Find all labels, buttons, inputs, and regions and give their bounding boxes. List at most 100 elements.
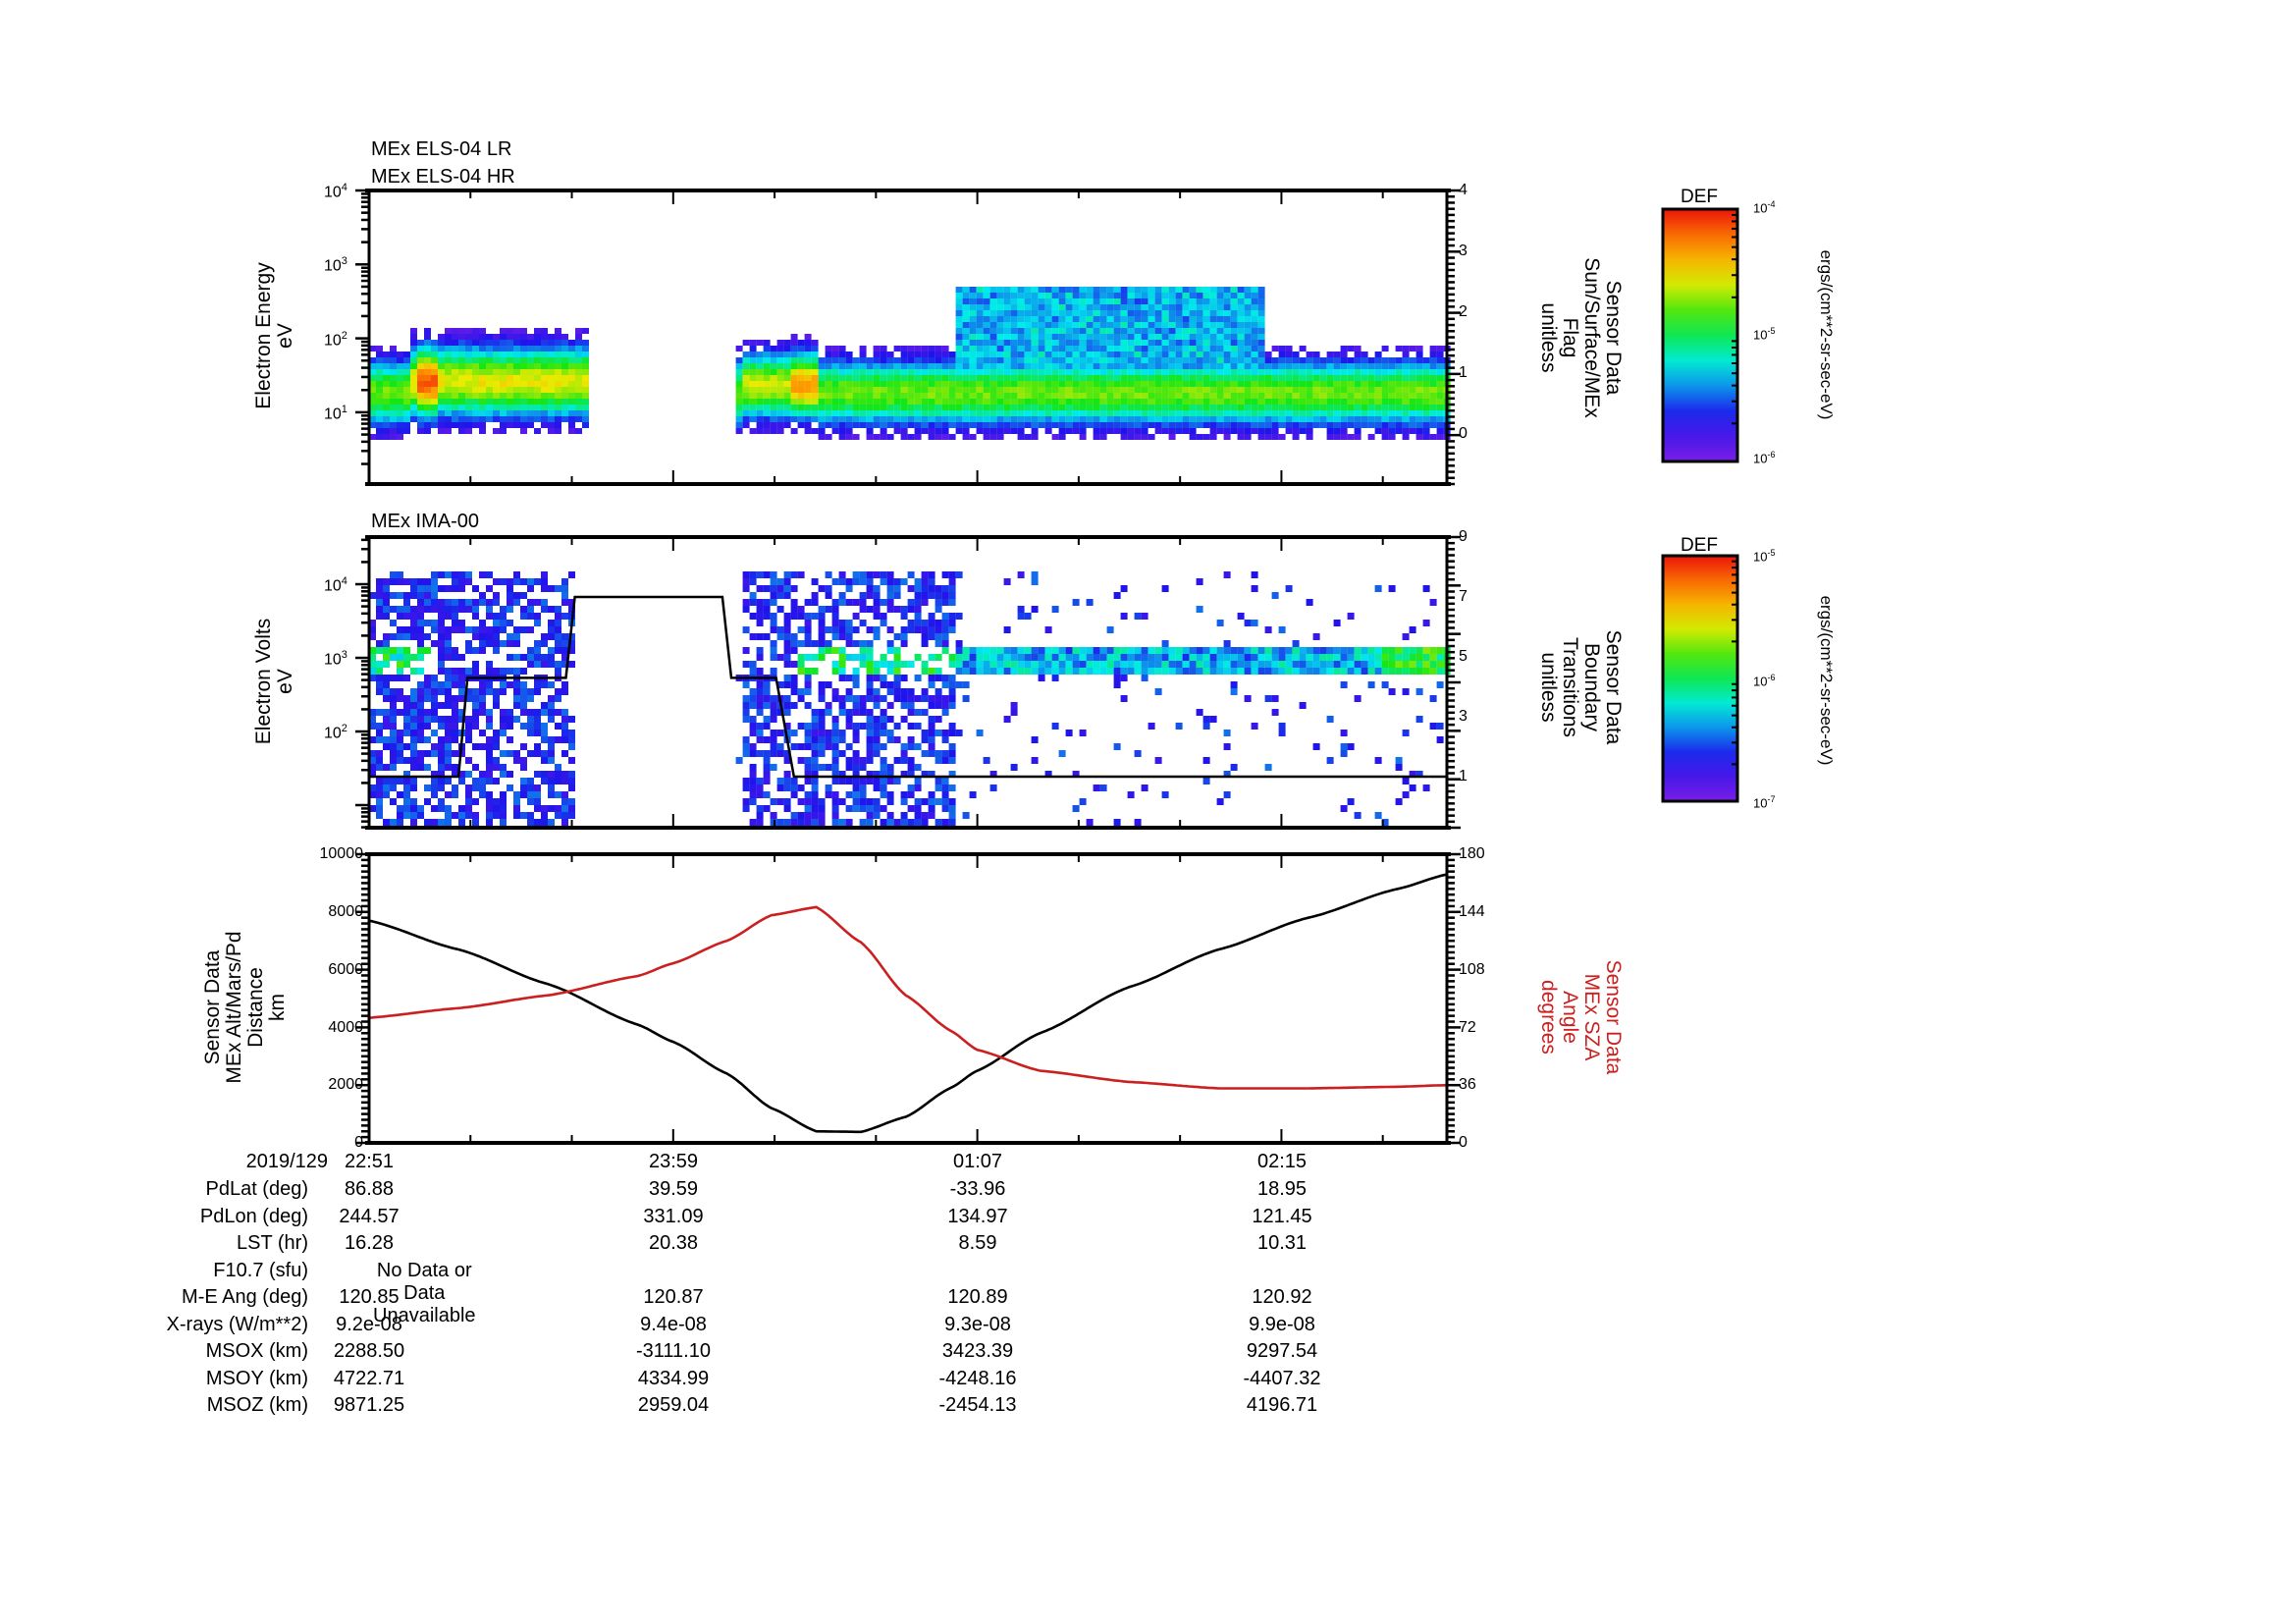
orbit-ytick: 6000: [328, 961, 363, 978]
els-spectrogram: [369, 287, 1451, 440]
ima-y2tick: 5: [1459, 648, 1468, 665]
orbit-y2tick: 180: [1459, 845, 1485, 862]
ephemeris-value: 9.2e-08: [336, 1313, 402, 1335]
ephemeris-value: -4407.32: [1243, 1367, 1321, 1389]
colorbar-ima-tick-bottom: 10-7: [1753, 794, 1776, 811]
ima-y2-axis-label: Sensor Data Boundary Transitions unitles…: [1537, 579, 1625, 795]
boundary-transitions-line: [369, 595, 1447, 779]
ephemeris-value: 2959.04: [637, 1394, 710, 1416]
ephemeris-value: 9.4e-08: [640, 1313, 707, 1335]
ima-y2tick: 1: [1459, 768, 1468, 784]
els-y2tick: 3: [1459, 243, 1468, 259]
ephemeris-row-label: PdLon (deg): [199, 1205, 308, 1227]
ephemeris-value: 3423.39: [941, 1340, 1014, 1362]
ephemeris-value: 18.95: [1256, 1178, 1308, 1200]
els-colorbar: [1661, 207, 1739, 463]
els-ylabel-line2: eV: [274, 323, 296, 349]
ephemeris-value: 2288.50: [333, 1340, 405, 1362]
colorbar-ima-title: DEF: [1681, 535, 1718, 556]
ephemeris-value: 134.97: [947, 1205, 1008, 1227]
ephemeris-value: 8.59: [958, 1232, 997, 1254]
ima-y2label-line2: Boundary: [1580, 643, 1603, 731]
ima-ylabel-line2: eV: [274, 669, 296, 694]
ima-ytick-1e2: 102: [324, 723, 347, 742]
ima-spectrogram: [369, 571, 1451, 826]
els-axes: [355, 189, 1461, 486]
ephemeris-value: 4722.71: [333, 1367, 405, 1389]
ephemeris-row-label: F10.7 (sfu): [213, 1259, 308, 1281]
colorbar-els-tick-mid: 10-5: [1753, 326, 1776, 343]
ephemeris-value: -3111.10: [636, 1340, 711, 1362]
orbit-y2tick: 144: [1459, 903, 1485, 920]
ephemeris-value: 16.28: [344, 1232, 395, 1254]
ephemeris-value: 39.59: [648, 1178, 699, 1200]
time-tick: 02:15: [1256, 1151, 1308, 1172]
ima-y2label-line3: Transitions: [1559, 637, 1581, 737]
ephemeris-row-label: MSOY (km): [205, 1367, 308, 1389]
ephemeris-value: 9.3e-08: [944, 1313, 1011, 1335]
els-ylabel-line1: Electron Energy: [252, 262, 275, 409]
colorbar-els-tick-top: 10-4: [1753, 199, 1776, 216]
ephemeris-value: 9871.25: [333, 1394, 405, 1416]
els-y2-axis-label: Sensor Data Sun/Surface/MEx Flag unitles…: [1537, 230, 1625, 446]
orbit-ytick: 2000: [328, 1076, 363, 1093]
els-ytick-1e4: 104: [324, 182, 347, 201]
ephemeris-value: 86.88: [344, 1178, 395, 1200]
ima-y-axis-label: Electron Volts eV: [252, 583, 296, 780]
ephemeris-value: 9297.54: [1246, 1340, 1318, 1362]
ima-colorbar: [1661, 554, 1739, 803]
ima-y2label-line1: Sensor Data: [1602, 629, 1625, 745]
colorbar-els-units: ergs/(cm**2-sr-sec-eV): [1817, 249, 1836, 420]
els-y2tick: 2: [1459, 303, 1468, 320]
els-y2tick: 4: [1459, 182, 1468, 198]
ephemeris-unavailable: No Data or Data Unavailable: [373, 1259, 476, 1326]
ima-y2tick: 3: [1459, 708, 1468, 725]
ephemeris-value: 120.87: [643, 1286, 704, 1308]
orbit-y2label-line4: degrees: [1537, 980, 1560, 1055]
time-tick: 23:59: [648, 1151, 699, 1172]
els-y2label-line4: unitless: [1537, 302, 1560, 373]
colorbar-ima-tick-mid: 10-6: [1753, 673, 1776, 689]
els-title-lr: MEx ELS-04 LR: [371, 138, 512, 160]
orbit-axes: [355, 852, 1461, 1145]
els-y2tick: 0: [1459, 425, 1468, 442]
orbit-ytick: 8000: [328, 903, 363, 920]
ima-ytick-1e4: 104: [324, 575, 347, 595]
ima-ylabel-line1: Electron Volts: [252, 618, 275, 745]
els-y2label-line1: Sensor Data: [1602, 280, 1625, 396]
ephemeris-value: 4334.99: [637, 1367, 710, 1389]
ima-axes: [355, 535, 1461, 830]
els-y2label-line3: Flag: [1559, 317, 1581, 358]
els-y2tick: 1: [1459, 364, 1468, 381]
ephemeris-row-label: MSOZ (km): [206, 1394, 308, 1416]
ephemeris-value: -33.96: [949, 1178, 1006, 1200]
ima-y2tick: 7: [1459, 588, 1468, 605]
els-y-axis-label: Electron Energy eV: [252, 238, 296, 434]
colorbar-els-tick-bottom: 10-6: [1753, 450, 1776, 466]
orbit-ytick: 0: [354, 1134, 363, 1151]
orbit-ylabel-line3: Distance: [244, 967, 267, 1048]
altitude-line: [368, 873, 1448, 1134]
els-ytick-1e3: 103: [324, 255, 347, 275]
ephemeris-row-label: X-rays (W/m**2): [166, 1313, 308, 1335]
orbit-ylabel-line4: km: [266, 994, 289, 1021]
orbit-ylabel-line1: Sensor Data: [201, 949, 224, 1065]
els-title-hr: MEx ELS-04 HR: [371, 166, 515, 188]
orbit-ytick: 4000: [328, 1019, 363, 1036]
time-tick: 01:07: [952, 1151, 1003, 1172]
colorbar-ima-units: ergs/(cm**2-sr-sec-eV): [1817, 595, 1836, 766]
ima-ytick-1e3: 103: [324, 649, 347, 669]
ephemeris-value: 331.09: [643, 1205, 704, 1227]
els-y2label-line2: Sun/Surface/MEx: [1580, 257, 1603, 418]
ephemeris-value: 10.31: [1256, 1232, 1308, 1254]
els-ytick-1e1: 101: [324, 404, 347, 423]
ephemeris-date: 2019/129: [245, 1151, 328, 1172]
time-tick: 22:51: [344, 1151, 395, 1172]
ephemeris-row-label: LST (hr): [237, 1232, 308, 1254]
orbit-y2label-line1: Sensor Data: [1602, 959, 1625, 1075]
orbit-y2tick: 0: [1459, 1134, 1468, 1151]
ephemeris-value: 9.9e-08: [1249, 1313, 1315, 1335]
ephemeris-value: 120.89: [947, 1286, 1008, 1308]
ephemeris-value: -2454.13: [938, 1394, 1017, 1416]
